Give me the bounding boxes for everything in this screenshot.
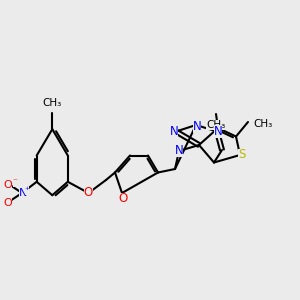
Text: N: N (214, 125, 222, 138)
Text: O: O (84, 187, 93, 200)
Text: N: N (175, 143, 183, 157)
Text: O: O (118, 193, 127, 206)
Text: CH₃: CH₃ (43, 98, 62, 107)
Text: S: S (238, 148, 246, 161)
Text: ⁺: ⁺ (25, 185, 29, 194)
Text: CH₃: CH₃ (206, 120, 226, 130)
Text: ⁻: ⁻ (13, 178, 17, 187)
Text: N: N (169, 125, 178, 138)
Text: N: N (19, 188, 27, 198)
Text: O: O (4, 198, 12, 208)
Text: CH₃: CH₃ (253, 119, 272, 129)
Text: N: N (193, 119, 201, 133)
Text: O: O (4, 180, 12, 190)
